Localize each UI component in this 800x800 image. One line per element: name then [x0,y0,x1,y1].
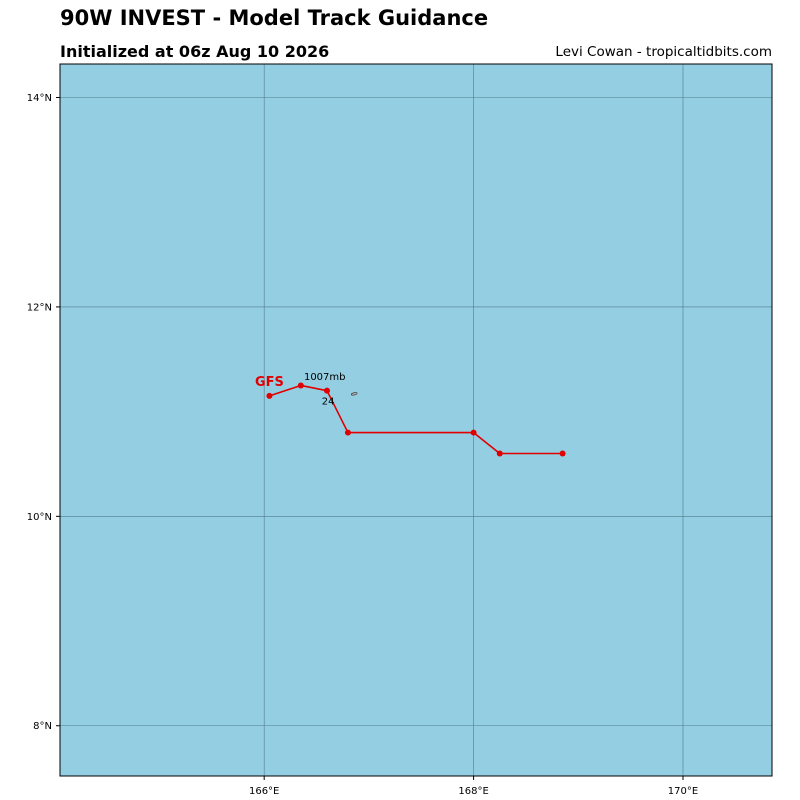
annotations: 1007mb 24 [304,372,346,407]
track-model-label: GFS [255,375,284,390]
map-title: 90W INVEST - Model Track Guidance [60,6,489,30]
tick-label-lon: 170°E [668,786,698,797]
map-credit: Levi Cowan - tropicaltidbits.com [555,44,772,60]
track-point [559,450,566,457]
map-subtitle: Initialized at 06z Aug 10 2026 [60,42,330,61]
track-point [324,387,330,394]
ocean-background [60,64,772,776]
track-point [496,450,503,457]
map-frame [59,63,773,777]
track-point [470,429,477,436]
tick-label-lat: 10°N [27,512,52,523]
graticule [60,64,772,776]
axis-ticks: 166°E 168°E 170°E 8°N 10°N 12°N 14°N [27,93,698,797]
track-annotation: 1007mb [304,372,346,383]
track-point [297,382,304,389]
island-marker [350,392,358,396]
tick-label-lat: 12°N [27,302,52,313]
tick-label-lon: 168°E [458,786,488,797]
tick-label-lon: 166°E [249,786,279,797]
tick-label-lat: 8°N [33,721,52,732]
tick-label-lat: 14°N [27,93,52,104]
track-annotation: 24 [322,396,335,407]
track-point [266,392,273,399]
model-tracks: GFS [255,375,566,457]
islands [350,392,358,396]
track-point [344,429,351,436]
